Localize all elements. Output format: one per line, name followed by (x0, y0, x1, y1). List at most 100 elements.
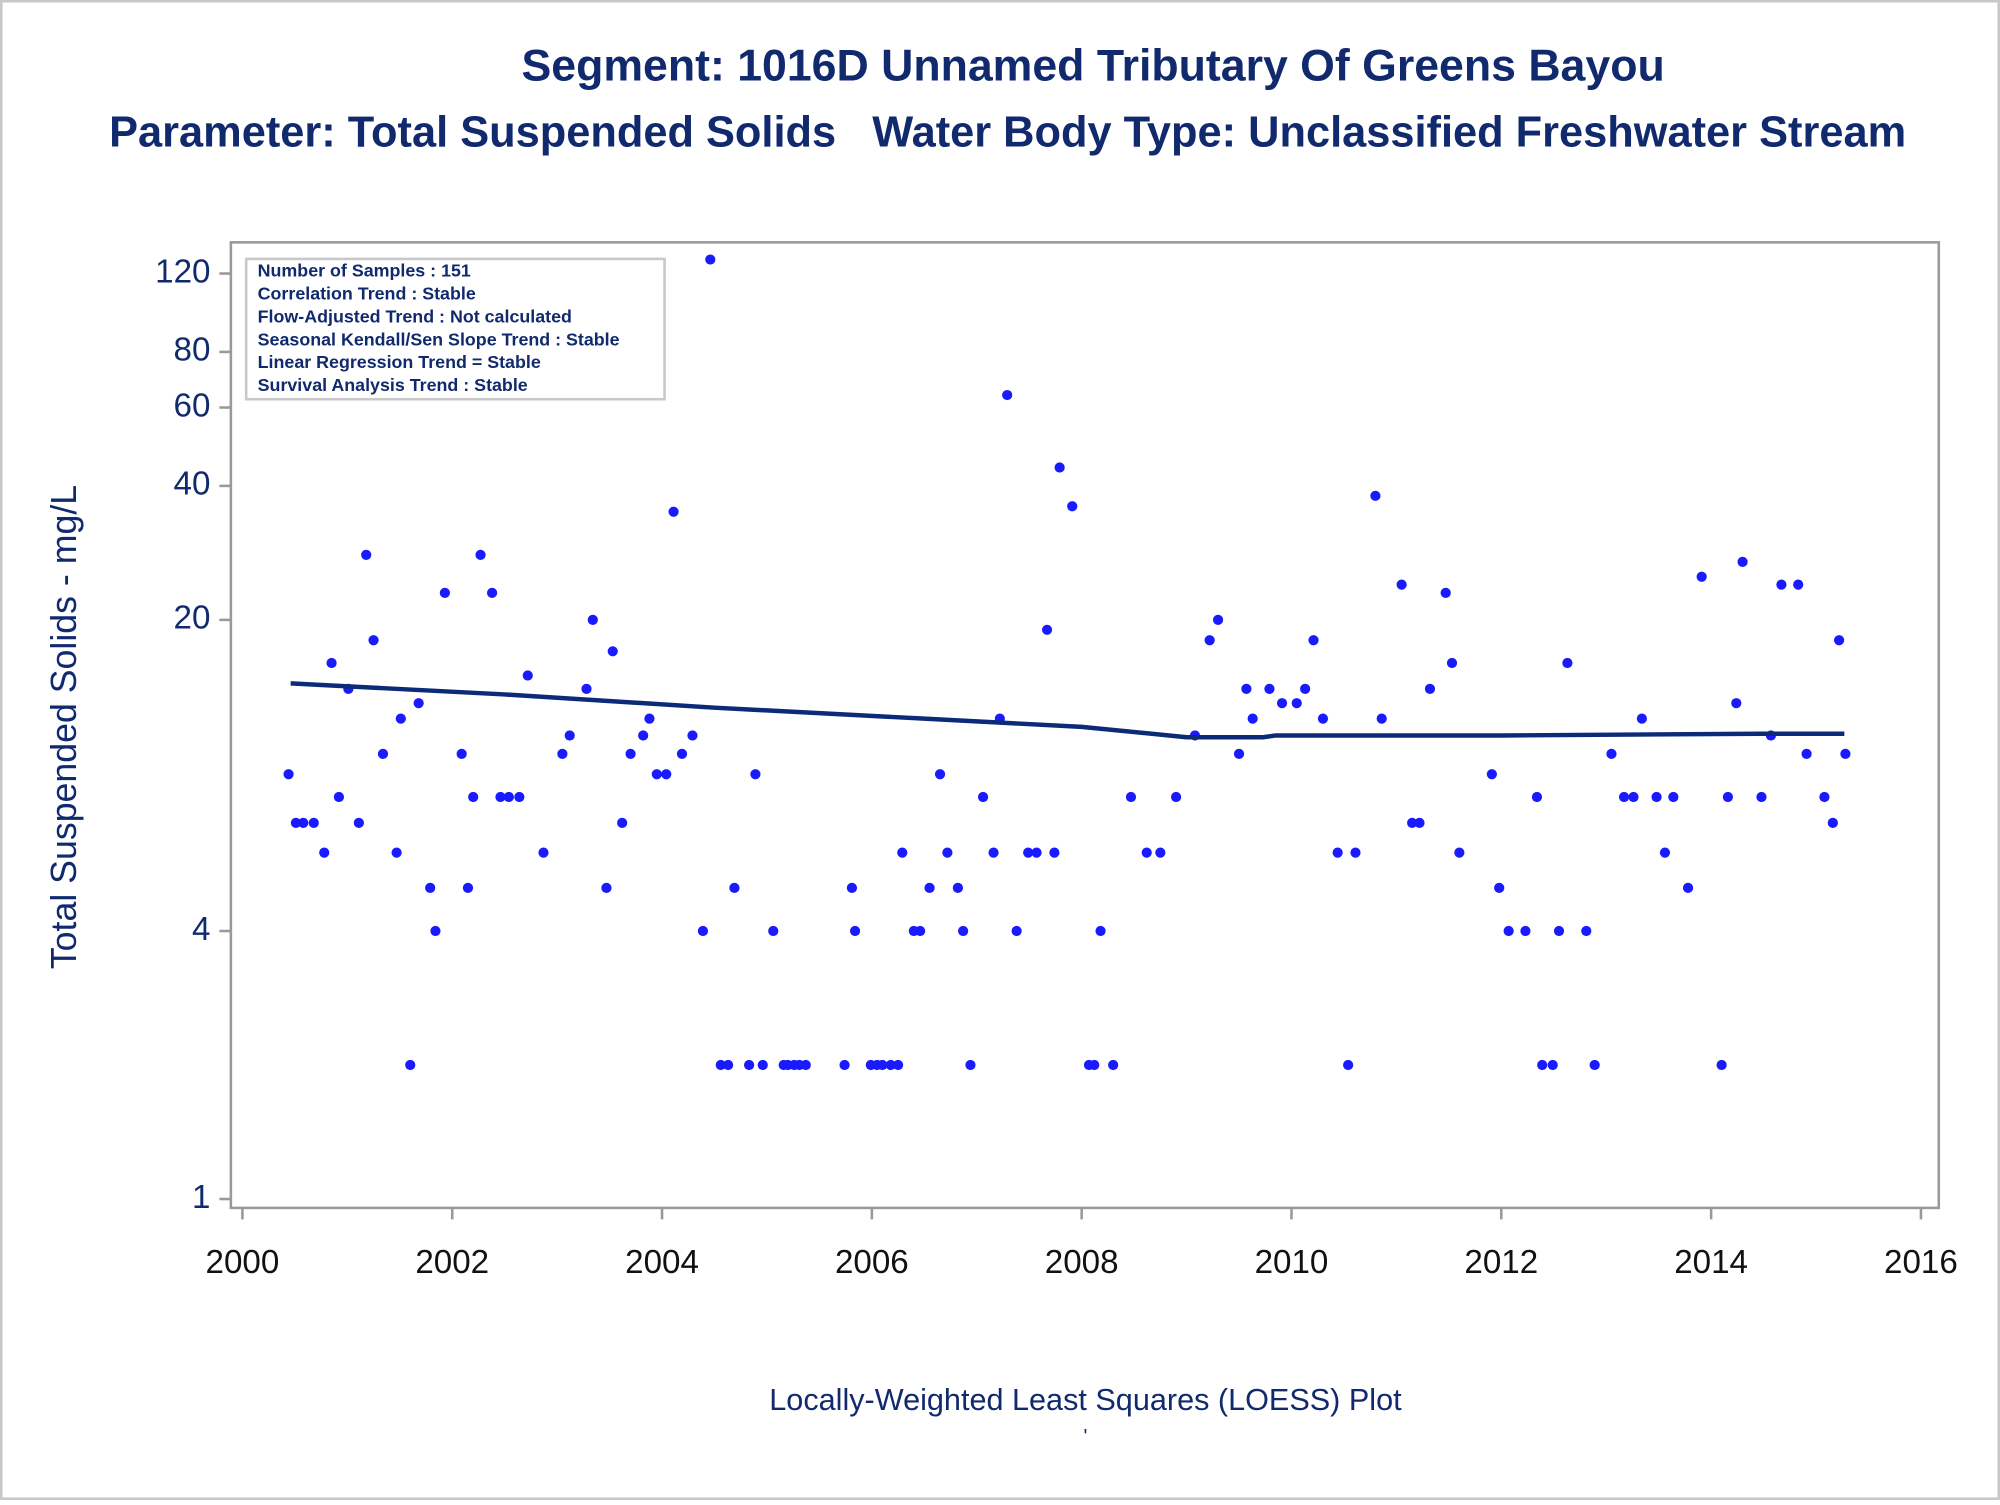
stats-box (244, 257, 666, 401)
data-point (319, 847, 330, 858)
data-point (1737, 556, 1748, 567)
data-point (676, 748, 688, 759)
data-point (942, 847, 953, 858)
data-point (1589, 1059, 1600, 1071)
data-point (468, 791, 479, 803)
data-point (952, 882, 963, 893)
data-point (1454, 847, 1465, 858)
data-point (1376, 713, 1387, 724)
data-point (475, 549, 486, 560)
stats-line: Seasonal Kendall/Sen Slope Trend : Stabl… (258, 329, 620, 349)
data-point (897, 847, 908, 858)
data-point (391, 847, 402, 858)
chart-title: Segment: 1016D Unnamed Tributary Of Gree… (522, 42, 1665, 91)
y-tick-label: 4 (192, 911, 210, 948)
data-point (915, 925, 926, 937)
data-point (617, 817, 628, 828)
data-point (1801, 748, 1812, 759)
data-point (1241, 683, 1252, 694)
plot-area: 1 4 20 40 60 80 120 2000 2002 2004 2006 2008 2010 201… (155, 253, 1958, 1281)
data-point (924, 882, 935, 893)
stats-line: Linear Regression Trend = Stable (258, 352, 541, 372)
data-point (1291, 698, 1302, 709)
y-tick-label: 40 (174, 466, 211, 503)
data-point (1503, 925, 1514, 937)
data-point (1776, 579, 1787, 590)
data-point (333, 791, 345, 803)
chart-subtitle: Parameter: Total Suspended Solids Water … (109, 108, 1907, 157)
data-point (1125, 791, 1137, 803)
data-point (1696, 571, 1707, 582)
data-point (1440, 587, 1451, 598)
data-point (744, 1059, 755, 1071)
data-point (395, 713, 406, 724)
data-point (651, 769, 662, 780)
y-tick-label: 60 (174, 387, 211, 424)
data-point (977, 791, 989, 803)
data-point (715, 1059, 726, 1071)
data-point (1170, 791, 1182, 803)
stats-line: Correlation Trend : Stable (258, 283, 476, 303)
data-point (877, 1059, 888, 1071)
data-point (697, 925, 709, 937)
data-point (1716, 1059, 1727, 1071)
data-point (958, 925, 969, 937)
data-point (308, 817, 319, 828)
data-point (1350, 847, 1361, 858)
y-tick-label: 120 (155, 253, 210, 290)
data-point (1155, 847, 1166, 858)
data-point (1212, 614, 1224, 625)
data-point (1494, 882, 1505, 893)
data-point (1407, 817, 1418, 828)
data-point (1247, 713, 1258, 724)
data-point (1827, 817, 1838, 828)
data-point (581, 683, 592, 694)
data-point (1628, 791, 1639, 803)
data-point (1668, 791, 1679, 803)
data-point (361, 549, 372, 560)
data-point (661, 769, 672, 780)
x-tick-label: 2006 (835, 1244, 909, 1281)
data-point (405, 1059, 416, 1071)
data-point (768, 925, 779, 937)
footnote-mark: ' (1084, 1426, 1088, 1448)
data-point (757, 1059, 768, 1071)
data-point (1834, 635, 1845, 646)
data-point (1553, 925, 1565, 937)
data-point (750, 769, 761, 780)
data-point (1731, 698, 1742, 709)
data-point (892, 1059, 904, 1071)
data-point (425, 882, 436, 893)
data-point (1204, 635, 1215, 646)
data-point (495, 791, 506, 803)
data-point (1332, 847, 1343, 858)
data-point (1343, 1059, 1354, 1071)
data-point (1011, 925, 1022, 937)
data-point (668, 506, 679, 517)
data-point (846, 882, 858, 893)
data-point (800, 1059, 811, 1071)
data-point (1659, 847, 1671, 858)
data-point (1054, 462, 1065, 473)
data-point (607, 646, 618, 657)
data-point (625, 748, 636, 759)
data-point (368, 635, 379, 646)
subtitle-box: Parameter: Total Suspended Solids Water … (109, 108, 1907, 157)
data-point (1317, 713, 1329, 724)
data-point (1486, 769, 1497, 780)
data-point (1089, 1059, 1100, 1071)
data-point (1756, 791, 1767, 803)
data-point (353, 817, 364, 828)
data-point (564, 730, 575, 741)
x-tick-label: 2014 (1674, 1244, 1748, 1281)
data-point (1023, 847, 1034, 858)
data-point (557, 748, 568, 759)
stats-line: Flow-Adjusted Trend : Not calculated (258, 306, 572, 326)
data-point (638, 730, 649, 741)
data-point (1581, 925, 1592, 937)
data-point (538, 847, 549, 858)
data-point (644, 713, 655, 724)
data-point (729, 882, 740, 893)
data-point (1606, 748, 1617, 759)
